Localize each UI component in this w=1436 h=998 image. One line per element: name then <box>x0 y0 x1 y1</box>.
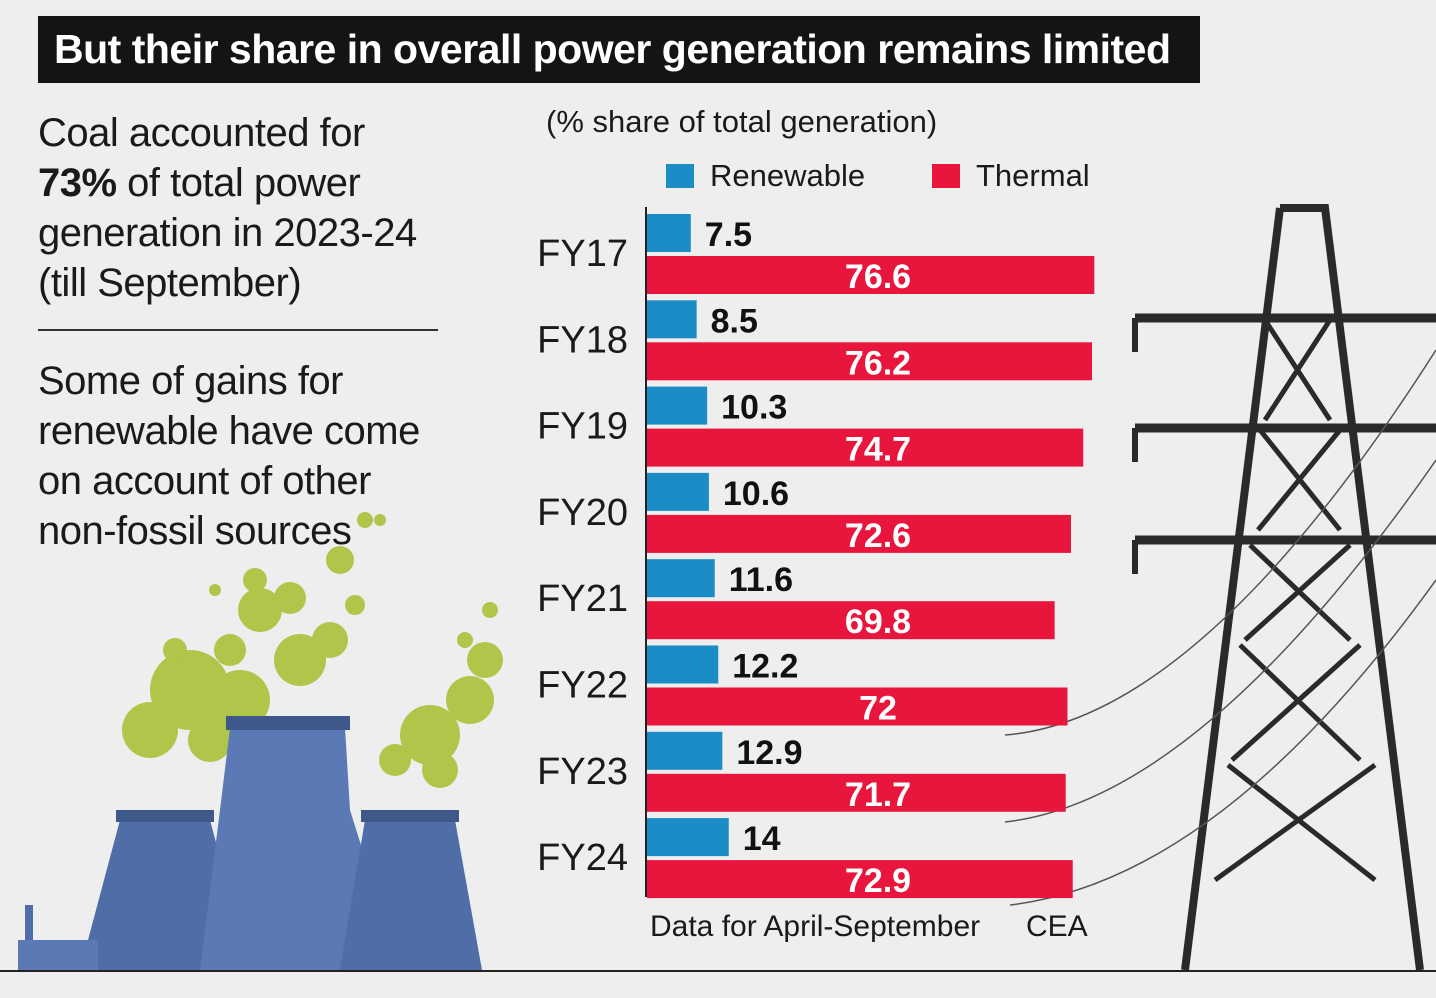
category-label-fy21: FY21 <box>537 578 628 620</box>
renewable-value-fy18: 8.5 <box>711 302 758 340</box>
renewable-bar-fy20 <box>647 472 709 511</box>
legend-thermal-label: Thermal <box>976 158 1090 193</box>
renewable-bar-fy18 <box>647 300 697 339</box>
note1-highlight: 73% <box>38 161 117 205</box>
note1-text-before: Coal accounted for <box>38 111 365 155</box>
category-label-fy22: FY22 <box>537 665 628 707</box>
chart-title: But their share in overall power generat… <box>38 16 1200 83</box>
thermal-bar-fy19 <box>647 428 1084 467</box>
renewable-bar-fy19 <box>647 386 708 425</box>
thermal-value-fy20: 72.6 <box>845 517 911 555</box>
thermal-value-fy23: 71.7 <box>845 776 911 814</box>
legend-thermal: Thermal <box>932 156 1090 196</box>
smoke-cloud-icon <box>122 512 503 788</box>
source-label: CEA <box>1026 910 1088 943</box>
legend-renewable-swatch <box>666 164 694 188</box>
thermal-value-fy22: 72 <box>859 690 897 728</box>
data-period-note: Data for April-September <box>650 910 981 943</box>
renewable-bar-fy23 <box>647 731 723 770</box>
category-axis-line <box>645 207 647 897</box>
category-label-fy23: FY23 <box>537 751 628 793</box>
thermal-bar-fy18 <box>647 342 1093 381</box>
thermal-value-fy19: 74.7 <box>845 431 911 469</box>
transmission-tower-icon <box>1132 204 1436 971</box>
thermal-value-fy18: 76.2 <box>845 344 911 382</box>
legend-thermal-swatch <box>932 164 960 188</box>
renewable-gains-note: Some of gains for renewable have come on… <box>38 359 420 553</box>
renewable-value-fy22: 12.2 <box>732 648 798 686</box>
thermal-bar-fy22 <box>647 687 1068 726</box>
note1-text-after: of total power generation in 2023-24 (ti… <box>38 161 417 305</box>
renewable-value-fy20: 10.6 <box>723 475 789 513</box>
renewable-bar-fy17 <box>647 214 691 252</box>
renewable-value-fy24: 14 <box>743 820 781 858</box>
renewable-bar-fy22 <box>647 645 719 684</box>
legend-renewable: Renewable <box>666 156 865 196</box>
renewable-value-fy23: 12.9 <box>736 734 802 772</box>
renewable-value-fy21: 11.6 <box>729 561 793 599</box>
category-label-fy24: FY24 <box>537 837 628 879</box>
category-label-fy19: FY19 <box>537 406 628 448</box>
renewable-bar-fy24 <box>647 818 729 857</box>
bottom-rule <box>0 970 1436 972</box>
thermal-value-fy17: 76.6 <box>845 258 911 296</box>
thermal-value-fy21: 69.8 <box>845 603 911 641</box>
thermal-bar-fy17 <box>647 256 1095 294</box>
legend-renewable-label: Renewable <box>710 158 866 193</box>
cooling-tower-icon <box>18 716 482 970</box>
coal-share-note: Coal accounted for 73% of total power ge… <box>38 108 438 308</box>
thermal-value-fy24: 72.9 <box>845 862 911 900</box>
thermal-bar-fy24 <box>647 860 1073 899</box>
thermal-bar-fy21 <box>647 601 1055 640</box>
category-label-fy20: FY20 <box>537 492 628 534</box>
category-label-fy17: FY17 <box>537 233 628 275</box>
thermal-bar-fy23 <box>647 773 1066 812</box>
renewable-value-fy17: 7.5 <box>705 216 752 254</box>
unit-label: (% share of total generation) <box>546 104 938 139</box>
notes-divider <box>38 329 438 331</box>
renewable-value-fy19: 10.3 <box>721 389 787 427</box>
category-label-fy18: FY18 <box>537 319 628 361</box>
thermal-bar-fy20 <box>647 514 1071 553</box>
renewable-bar-fy21 <box>647 559 715 598</box>
